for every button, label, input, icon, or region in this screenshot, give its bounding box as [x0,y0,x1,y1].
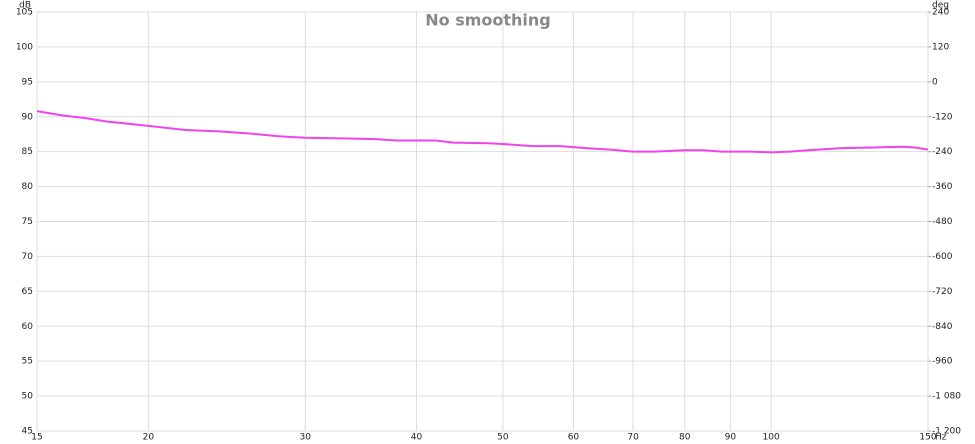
x-tick-label: 150 [919,433,936,443]
y-tick-label: 105 [16,8,33,18]
x-tick-label: 70 [627,433,639,443]
x-tick-label: 30 [299,433,311,443]
y2-tick-label: -240 [932,147,953,157]
y2-tick-label: -120 [932,112,953,122]
y-axis-label: dB [19,1,31,11]
y2-tick-label: -1 080 [932,392,961,402]
x-tick-label: 90 [725,433,737,443]
chart-title: No smoothing [425,11,551,30]
x-tick-label: 40 [411,433,423,443]
y2-tick-label: 240 [932,8,949,18]
y2-tick-label: -960 [932,357,953,367]
y-tick-label: 45 [22,427,33,437]
y-tick-label: 80 [22,182,34,192]
y-tick-label: 90 [22,112,34,122]
y-tick-label: 75 [22,217,33,227]
x-tick-label: 50 [497,433,509,443]
y-tick-label: 95 [22,77,33,87]
y-tick-label: 85 [22,147,33,157]
y2-tick-label: -360 [932,182,953,192]
y-tick-label: 65 [22,287,33,297]
y2-tick-label: -480 [932,217,953,227]
x-tick-label: 80 [679,433,691,443]
y-tick-label: 55 [22,357,33,367]
y2-axis-label: deg [932,1,949,11]
y2-tick-label: -600 [932,252,953,262]
y-tick-label: 100 [16,42,33,52]
y2-tick-label: -1 200 [932,427,961,437]
x-tick-label: 60 [568,433,580,443]
x-axis-label: Hz [935,433,947,443]
y2-tick-label: -720 [932,287,953,297]
series-line [36,110,929,154]
y-tick-label: 70 [22,252,34,262]
x-tick-label: 100 [763,433,780,443]
y-tick-label: 60 [22,322,34,332]
x-tick-label: 20 [143,433,155,443]
y2-tick-label: 0 [932,77,938,87]
y-tick-label: 50 [22,392,34,402]
x-tick-label: 15 [31,433,42,443]
y2-tick-label: -840 [932,322,953,332]
y2-tick-label: 120 [932,42,949,52]
